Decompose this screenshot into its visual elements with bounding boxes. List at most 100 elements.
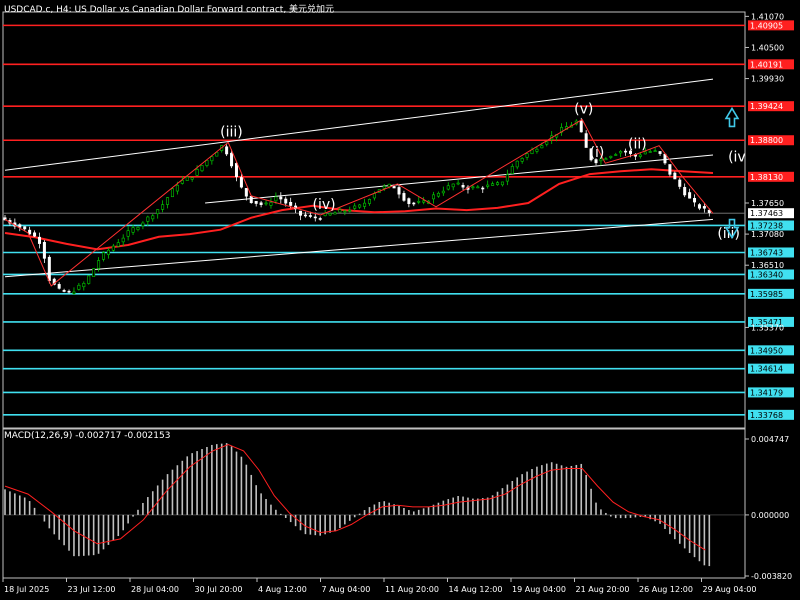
candle-body [210, 156, 214, 162]
direction-arrows [724, 106, 740, 240]
candle-body [412, 202, 416, 205]
candle-body [82, 283, 86, 288]
candle-body [328, 213, 332, 216]
candle-body [500, 181, 504, 186]
candle-body [545, 141, 549, 145]
candle-body [230, 152, 234, 167]
candle-body [461, 185, 465, 188]
candle-body [643, 151, 647, 155]
resistance-label: 1.39424 [750, 102, 783, 111]
wave-label: (iii) [220, 124, 243, 140]
candle-body [663, 153, 667, 164]
wave-count-path [4, 118, 714, 287]
candle-body [23, 226, 27, 230]
candle-body [648, 151, 652, 153]
candle-body [678, 179, 682, 187]
candle-body [520, 158, 524, 162]
support-label-box [748, 247, 794, 258]
time-tick-label: 14 Aug 12:00 [449, 585, 503, 594]
macd-tick-label: -0.003820 [751, 572, 792, 581]
time-tick-label: 4 Aug 12:00 [258, 585, 307, 594]
candle-body [599, 158, 603, 162]
candle-body [146, 216, 150, 222]
candle-body [515, 160, 519, 168]
candle-body [264, 202, 268, 205]
candle-body [638, 154, 642, 157]
support-label: 1.36743 [750, 248, 783, 257]
candle-body [505, 174, 509, 182]
candle-body [170, 188, 174, 198]
main-price-pane [2, 11, 746, 429]
support-label-box [748, 220, 794, 231]
candle-body [471, 186, 475, 189]
candle-body [358, 204, 362, 208]
candle-body [683, 187, 687, 196]
support-label: 1.35985 [750, 290, 783, 299]
candle-body [151, 215, 155, 220]
candle-body [491, 183, 495, 186]
candle-body [604, 158, 608, 161]
candle-body [239, 177, 243, 188]
support-label-box [748, 288, 794, 299]
candle-body [318, 218, 322, 220]
candle-body [367, 199, 371, 204]
candle-body [244, 188, 248, 197]
candle-body [205, 160, 209, 166]
candle-body [57, 284, 61, 289]
candle-body [77, 284, 81, 290]
candle-body [18, 224, 22, 228]
candle-body [658, 151, 662, 154]
wave-line [4, 118, 714, 287]
candle-body [486, 184, 490, 187]
candle-body [348, 209, 352, 212]
candle-body [579, 120, 583, 133]
macd-frame [2, 428, 746, 579]
candle-body [402, 193, 406, 201]
support-label: 1.34950 [750, 346, 783, 355]
candle-body [116, 242, 120, 247]
candle-body [431, 194, 435, 200]
candle-body [47, 256, 51, 282]
candle-body [382, 185, 386, 189]
candle-body [456, 182, 460, 185]
macd-signal-line [4, 443, 706, 551]
price-tick-label: 1.40500 [751, 43, 784, 52]
support-label: 1.35471 [750, 318, 783, 327]
candle-body [274, 196, 278, 202]
time-tick-label: 30 Jul 20:00 [195, 585, 243, 594]
resistance-label-box [748, 101, 794, 112]
candle-body [92, 268, 96, 277]
candle-body [106, 249, 110, 255]
candle-body [397, 187, 401, 195]
time-tick-label: 23 Jul 12:00 [68, 585, 116, 594]
candle-body [33, 232, 37, 237]
support-label-box [748, 387, 794, 398]
chart-title: USDCAD.c, H4: US Dollar vs Canadian Doll… [4, 5, 335, 15]
candle-body [131, 227, 135, 233]
support-label-box [748, 345, 794, 356]
wave-label: (ii) [628, 136, 647, 152]
candle-body [254, 200, 258, 204]
candle-body [496, 182, 500, 185]
candle-body [97, 260, 101, 269]
time-tick-label: 26 Aug 12:00 [639, 585, 693, 594]
candle-body [387, 183, 391, 187]
candle-body [37, 236, 41, 244]
support-label: 1.34179 [750, 388, 783, 397]
candle-body [126, 230, 130, 237]
candle-body [52, 278, 56, 285]
resistance-label-box [748, 135, 794, 146]
channel-upper-line [4, 78, 714, 171]
macd-title: MACD(12,26,9) -0.002717 -0.002153 [4, 431, 171, 441]
candle-body [72, 291, 76, 294]
resistance-label-box [748, 20, 794, 31]
candle-body [87, 275, 91, 284]
candle-body [249, 196, 253, 204]
candle-body [589, 148, 593, 161]
price-tick-label: 1.35370 [751, 323, 784, 332]
wave-label: (v) [574, 102, 593, 118]
candle-body [353, 205, 357, 209]
candle-body [62, 290, 66, 292]
candle-body [338, 209, 342, 213]
